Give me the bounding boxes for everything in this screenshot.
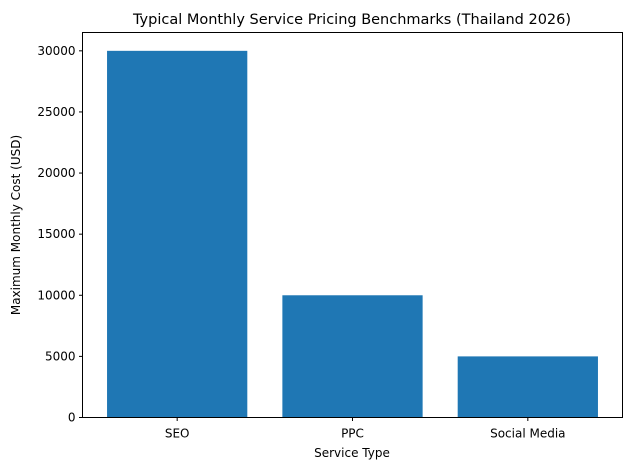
x-tick-label: Social Media — [490, 427, 565, 441]
chart-title: Typical Monthly Service Pricing Benchmar… — [132, 12, 571, 28]
x-tick-label: PPC — [341, 427, 364, 441]
y-tick-label: 30000 — [37, 44, 75, 58]
y-tick-label: 5000 — [45, 349, 76, 363]
x-tick-label: SEO — [165, 427, 190, 441]
y-tick-label: 20000 — [37, 166, 75, 180]
bar-ppc — [282, 295, 423, 418]
y-axis-label: Maximum Monthly Cost (USD) — [9, 135, 23, 315]
bar-social-media — [457, 356, 598, 418]
x-axis-label: Service Type — [314, 446, 390, 460]
y-tick-label: 15000 — [37, 227, 75, 241]
y-tick-label: 25000 — [37, 105, 75, 119]
y-tick-label: 10000 — [37, 288, 75, 302]
bar-seo — [107, 50, 248, 418]
y-tick-label: 0 — [68, 411, 76, 425]
